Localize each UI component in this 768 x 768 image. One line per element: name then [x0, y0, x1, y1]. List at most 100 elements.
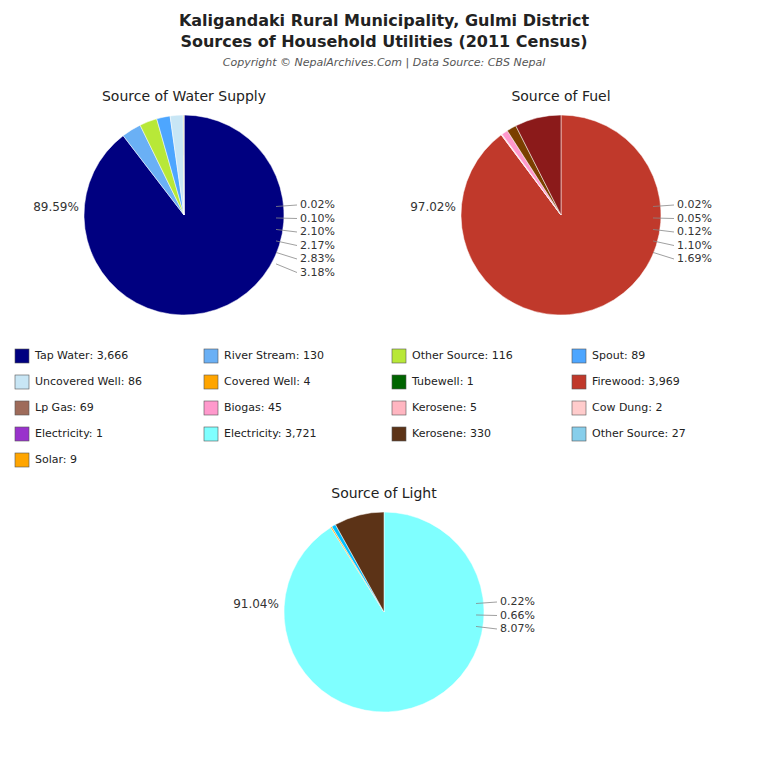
legend-label: Tubewell: 1	[411, 375, 474, 388]
leader-line	[476, 626, 497, 629]
pie-chart: Source of Fuel 97.02% 0.02%0.05%0.12%1.10%…	[410, 88, 712, 315]
legend-item: Firewood: 3,969	[572, 375, 680, 389]
slice-label: 1.10%	[677, 239, 712, 252]
legend-item: Electricity: 3,721	[204, 427, 317, 441]
legend-item: Uncovered Well: 86	[15, 375, 142, 389]
legend-label: River Stream: 130	[224, 349, 324, 362]
legend-swatch	[572, 401, 586, 415]
leader-line	[276, 205, 297, 207]
legend-item: Solar: 9	[15, 453, 77, 467]
legend-swatch	[15, 349, 29, 363]
legend-label: Biogas: 45	[224, 401, 282, 414]
legend-label: Tap Water: 3,666	[34, 349, 128, 362]
legend-swatch	[204, 427, 218, 441]
leader-line	[653, 241, 674, 246]
legend-label: Electricity: 1	[35, 427, 103, 440]
slices	[84, 115, 284, 315]
slice-label: 91.04%	[233, 597, 279, 611]
slice-label: 0.66%	[500, 609, 535, 622]
pie-slice	[170, 115, 184, 215]
legend-swatch	[204, 349, 218, 363]
pie-slice	[461, 115, 661, 315]
legend-label: Cow Dung: 2	[592, 401, 663, 414]
legend-item: River Stream: 130	[204, 349, 324, 363]
legend-item: Kerosene: 330	[392, 427, 491, 441]
slices	[284, 512, 484, 712]
legend-item: Electricity: 1	[15, 427, 103, 441]
slice-label: 2.10%	[300, 225, 335, 238]
leader-line	[653, 229, 674, 232]
legend-label: Firewood: 3,969	[592, 375, 680, 388]
legend-item: Biogas: 45	[204, 401, 282, 415]
slice-label: 0.12%	[677, 225, 712, 238]
pie-slice	[157, 116, 184, 215]
slice-label: 97.02%	[410, 200, 456, 214]
legend-swatch	[15, 427, 29, 441]
pie-slice	[84, 115, 284, 315]
slice-label: 0.02%	[677, 198, 712, 211]
leader-line	[653, 205, 674, 207]
slice-label: 0.22%	[500, 595, 535, 608]
pie-slice	[284, 512, 484, 712]
legend-swatch	[204, 401, 218, 415]
legend: Tap Water: 3,666 River Stream: 130 Other S…	[15, 349, 686, 467]
title: Kaligandaki Rural Municipality, Gulmi Di…	[179, 11, 590, 30]
pie-title: Source of Fuel	[511, 88, 610, 104]
legend-item: Covered Well: 4	[204, 375, 311, 389]
leader-line	[653, 217, 674, 219]
leader-line	[276, 241, 297, 246]
legend-item: Spout: 89	[572, 349, 645, 363]
legend-item: Other Source: 27	[572, 427, 686, 441]
legend-swatch	[392, 375, 406, 389]
leader-line	[476, 602, 497, 604]
pie-slice	[516, 115, 561, 215]
legend-label: Electricity: 3,721	[224, 427, 317, 440]
slice-label: 0.10%	[300, 212, 335, 225]
leader-line	[276, 252, 297, 259]
legend-label: Solar: 9	[35, 453, 77, 466]
pie-slice	[183, 115, 185, 215]
pie-chart: Source of Light 91.04% 0.22%0.66%8.07%	[233, 485, 535, 712]
legend-label: Other Source: 27	[592, 427, 686, 440]
legend-swatch	[15, 375, 29, 389]
legend-label: Other Source: 116	[412, 349, 513, 362]
slice-label: 0.02%	[300, 198, 335, 211]
slice-label: 0.05%	[677, 212, 712, 225]
pie-chart: Source of Water Supply89.59%0.02%0.10%2.…	[33, 88, 335, 315]
legend-item: Cow Dung: 2	[572, 401, 663, 415]
leader-line	[653, 252, 674, 259]
legend-label: Spout: 89	[592, 349, 645, 362]
legend-swatch	[392, 427, 406, 441]
legend-label: Kerosene: 330	[412, 427, 491, 440]
leader-line	[476, 614, 497, 616]
chart-canvas: Kaligandaki Rural Municipality, Gulmi Di…	[0, 0, 768, 768]
slice-label: 2.83%	[300, 252, 335, 265]
slice-label: 1.69%	[677, 252, 712, 265]
legend-swatch	[392, 401, 406, 415]
pie-title: Source of Water Supply	[102, 88, 266, 104]
legend-swatch	[15, 401, 29, 415]
leader-line	[276, 217, 297, 219]
legend-label: Lp Gas: 69	[35, 401, 94, 414]
slice-label: 3.18%	[300, 266, 335, 279]
legend-swatch	[392, 349, 406, 363]
legend-item: Tubewell: 1	[392, 375, 474, 389]
legend-swatch	[204, 375, 218, 389]
legend-label: Uncovered Well: 86	[35, 375, 142, 388]
pie-title: Source of Light	[331, 485, 437, 501]
legend-swatch	[15, 453, 29, 467]
leader-line	[276, 264, 297, 273]
legend-item: Other Source: 116	[392, 349, 513, 363]
legend-swatch	[572, 349, 586, 363]
legend-item: Lp Gas: 69	[15, 401, 94, 415]
legend-item: Tap Water: 3,666	[15, 349, 128, 363]
subtitle: Sources of Household Utilities (2011 Cen…	[180, 32, 587, 51]
legend-label: Kerosene: 5	[412, 401, 477, 414]
legend-swatch	[572, 375, 586, 389]
slices	[461, 115, 661, 315]
slice-label: 2.17%	[300, 239, 335, 252]
legend-swatch	[572, 427, 586, 441]
slice-label: 8.07%	[500, 622, 535, 635]
slice-label: 89.59%	[33, 200, 79, 214]
annotation: Copyright © NepalArchives.Com | Data Sou…	[223, 56, 545, 69]
